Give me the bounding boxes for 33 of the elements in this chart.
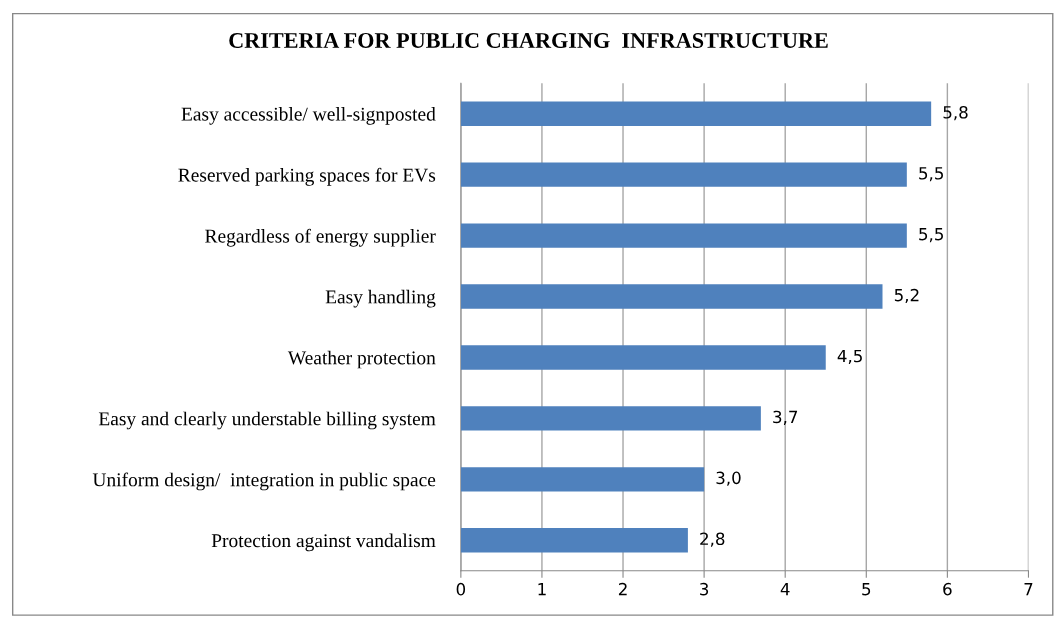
bar [460, 467, 705, 492]
y-tick-label: Easy accessible/ well-signposted [181, 107, 436, 125]
data-label: 5,2 [894, 288, 919, 304]
data-label: 5,8 [943, 105, 968, 121]
bar [460, 406, 761, 431]
data-label: 3,7 [773, 410, 798, 425]
x-tick-label: 0 [456, 582, 466, 596]
y-tick-label: Easy and clearly understable billing system [98, 411, 436, 430]
x-tick-label: 2 [618, 582, 627, 596]
y-tick-label: Weather protection [287, 350, 436, 369]
y-tick-label: Protection against vandalism [211, 533, 436, 552]
data-label: 5,5 [919, 167, 943, 182]
data-label: 2,8 [700, 532, 725, 547]
data-label: 4,5 [837, 349, 862, 365]
y-tick-label: Regardless of energy supplier [205, 228, 436, 247]
bar [460, 345, 826, 370]
bar [460, 101, 932, 126]
x-tick-label: 7 [1024, 583, 1033, 596]
x-tick-label: 1 [538, 583, 546, 596]
bar [460, 284, 883, 309]
bar [460, 162, 907, 187]
y-tick-label: Uniform design/ integration in public space [92, 472, 436, 491]
bar [460, 528, 688, 553]
data-label: 3,0 [716, 471, 741, 486]
x-tick-label: 6 [943, 582, 952, 596]
x-tick-label: 3 [700, 582, 709, 596]
data-label: 5,5 [919, 228, 943, 243]
y-tick-label: Reserved parking spaces for EVs [178, 167, 436, 186]
x-tick-label: 5 [862, 583, 871, 596]
y-tick-label: Easy handling [325, 289, 436, 308]
bar [460, 223, 907, 248]
x-tick-label: 4 [780, 583, 790, 596]
chart-title: CRITERIA FOR PUBLIC CHARGING INFRASTRUCTURE [229, 33, 828, 48]
